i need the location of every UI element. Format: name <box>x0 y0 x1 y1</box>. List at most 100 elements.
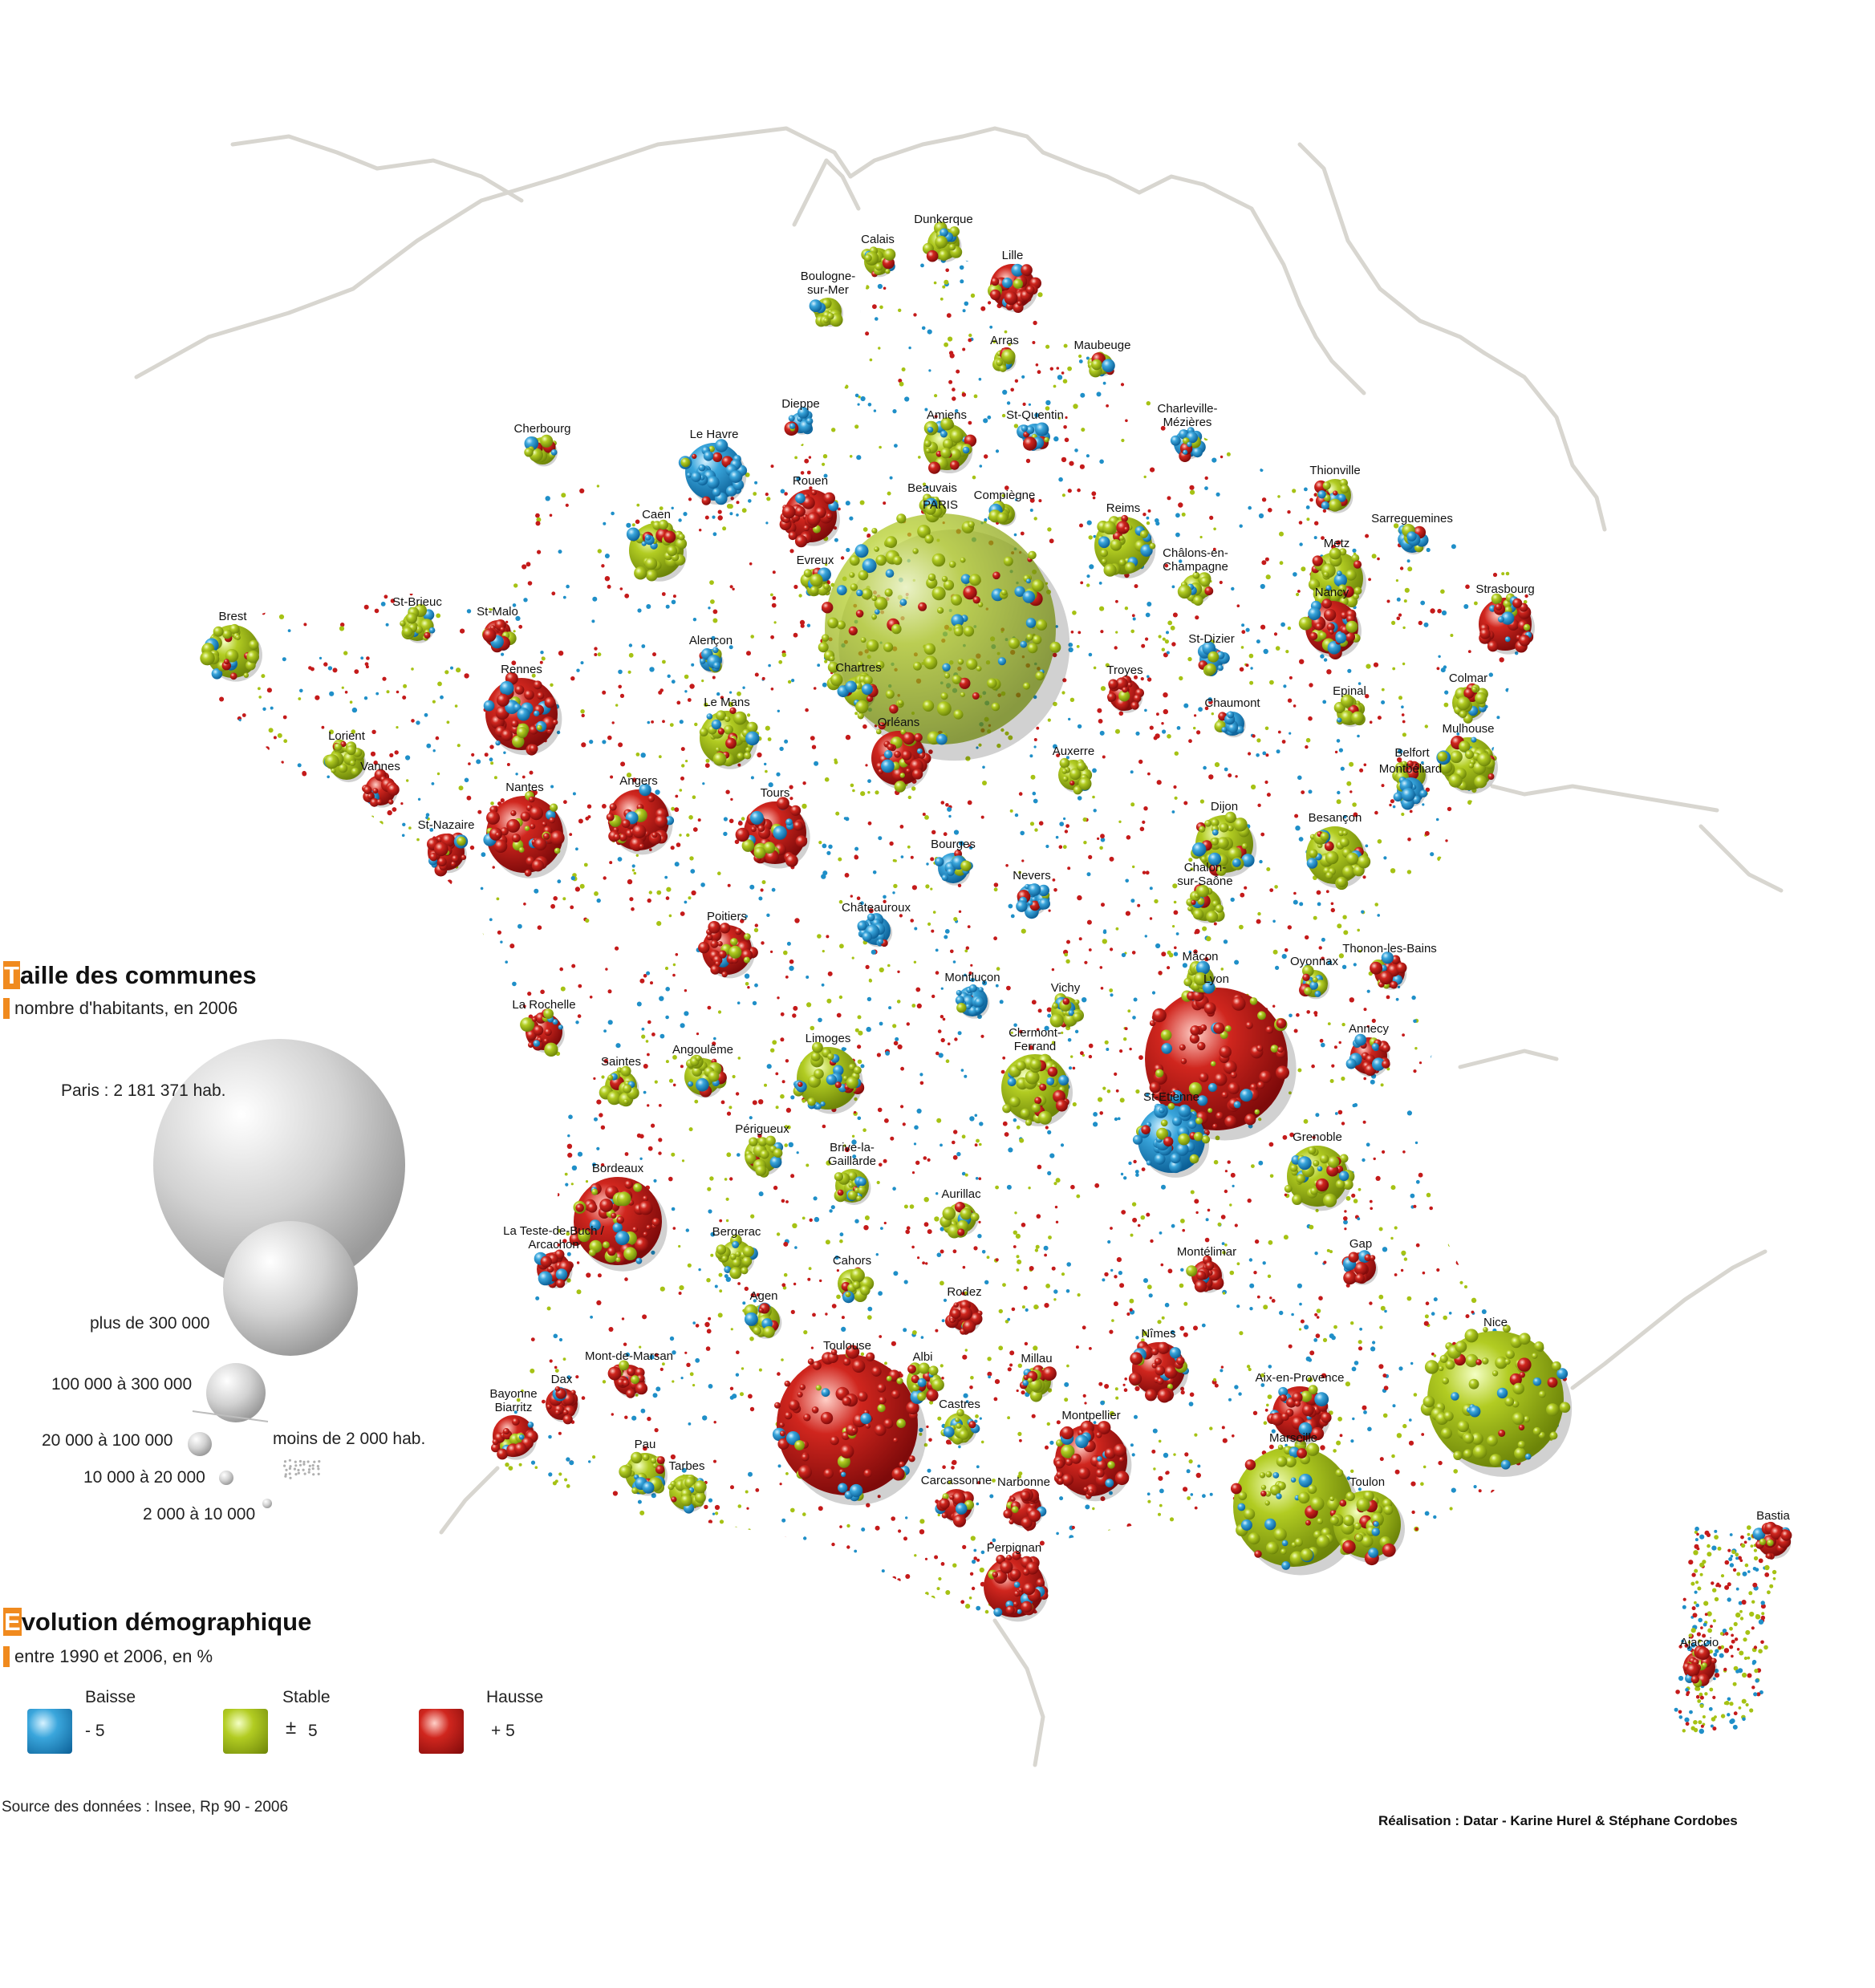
city-bubble <box>838 1267 875 1304</box>
city-label: Mulhouse <box>1442 722 1494 736</box>
city-bubble <box>1094 514 1156 579</box>
city-label: Albi <box>912 1350 932 1364</box>
city-label: Caen <box>642 508 671 521</box>
city-label: Périgueux <box>735 1122 789 1136</box>
city-bubble <box>1177 571 1214 606</box>
city-bubble <box>772 1345 927 1506</box>
city-label: Angers <box>619 774 658 788</box>
city-label: Dieppe <box>781 397 820 411</box>
city-bubble <box>1186 1255 1224 1293</box>
city-label: Dijon <box>1211 800 1238 813</box>
city-bubble <box>483 790 568 878</box>
city-label: Châlons-en-Champagne <box>1163 546 1228 574</box>
city-label: Boulogne-sur-Mer <box>801 270 855 297</box>
legend-evolution-subtitle: entre 1990 et 2006, en % <box>3 1646 213 1667</box>
city-label: Nevers <box>1013 869 1051 882</box>
city-bubble <box>988 263 1041 313</box>
city-label: Toulouse <box>823 1339 871 1353</box>
city-label: Auxerre <box>1053 744 1095 758</box>
city-label: Millau <box>1021 1352 1052 1365</box>
city-label: Mont-de-Marsan <box>585 1349 673 1363</box>
city-label: Nancy <box>1315 586 1349 599</box>
city-bubble <box>626 519 688 582</box>
city-bubble <box>427 832 469 877</box>
city-label: Evreux <box>797 554 834 567</box>
city-label: Bayonne Biarritz <box>489 1387 537 1414</box>
city-bubble <box>940 1202 980 1239</box>
city-bubble <box>935 1489 975 1528</box>
city-bubble <box>1145 985 1297 1141</box>
corsica-dots <box>1674 1524 1777 1734</box>
city-label: Oyonnax <box>1290 955 1339 968</box>
city-bubble <box>715 1234 758 1280</box>
legend-stable-value: 5 <box>308 1722 318 1740</box>
city-label: St-Etienne <box>1143 1090 1199 1104</box>
city-bubble <box>668 1475 707 1514</box>
city-label: Dunkerque <box>914 213 972 226</box>
legend-hausse-label: Hausse <box>486 1688 544 1706</box>
city-bubble <box>1393 777 1428 810</box>
city-bubble <box>1191 811 1257 878</box>
city-label: Châteauroux <box>842 901 911 915</box>
city-label: Besançon <box>1309 811 1362 825</box>
city-label: Carcassonne <box>921 1474 992 1487</box>
legend-evolution-title: Evolution démographique <box>3 1608 311 1637</box>
city-bubble <box>1345 1033 1390 1077</box>
city-label: Amiens <box>927 408 967 422</box>
legend-class-100000: 100 000 à 300 000 <box>51 1375 193 1394</box>
city-bubble <box>1107 676 1144 713</box>
city-label: Poitiers <box>707 910 747 923</box>
city-label: Narbonne <box>997 1475 1050 1489</box>
city-label: Reims <box>1106 501 1141 515</box>
city-label: Beauvais <box>907 481 957 495</box>
city-label: Ajaccio <box>1680 1636 1719 1649</box>
city-bubble <box>945 1300 983 1335</box>
city-label: Thionville <box>1309 464 1360 477</box>
legend-baisse-swatch <box>27 1709 72 1754</box>
city-bubble <box>818 513 1070 761</box>
legend-stable-label: Stable <box>282 1688 331 1706</box>
city-bubble <box>491 1415 538 1460</box>
city-label: Rouen <box>793 474 828 488</box>
city-bubble <box>1001 1053 1073 1126</box>
legend-size-bubbles <box>153 1039 405 1508</box>
city-label: Chartres <box>835 661 882 675</box>
city-bubble <box>1479 593 1535 655</box>
city-bubble <box>599 1065 639 1107</box>
city-bubble <box>1370 951 1407 990</box>
legend-baisse-label: Baisse <box>85 1688 136 1706</box>
city-label: Aurillac <box>941 1187 981 1201</box>
city-label: Tarbes <box>668 1459 704 1473</box>
city-label: Perpignan <box>987 1541 1041 1555</box>
city-label: Colmar <box>1449 671 1487 685</box>
city-bubble <box>524 434 558 467</box>
city-bubble <box>779 489 840 548</box>
city-label: Maubeuge <box>1074 339 1131 352</box>
city-bubble <box>699 707 760 769</box>
city-bubble <box>1049 993 1085 1028</box>
city-label: Rodez <box>947 1285 981 1299</box>
city-label: Aix-en-Provence <box>1256 1371 1345 1385</box>
legend-evolution-title-rest: volution démographique <box>21 1608 312 1636</box>
city-bubble <box>1003 1488 1047 1531</box>
city-bubble <box>1398 524 1429 555</box>
city-bubble <box>1197 641 1230 676</box>
city-bubble <box>992 347 1017 372</box>
city-bubble <box>1420 1325 1573 1477</box>
city-bubble <box>1333 694 1366 728</box>
city-label: Saintes <box>601 1055 641 1069</box>
city-label: St-Malo <box>477 605 518 619</box>
city-bubble <box>569 1177 668 1272</box>
city-bubble <box>1436 736 1498 794</box>
city-bubble <box>1017 422 1050 452</box>
city-bubble <box>1341 1250 1378 1285</box>
city-bubble <box>1016 883 1050 919</box>
city-bubble <box>1267 1385 1332 1445</box>
city-bubble <box>1299 964 1330 1000</box>
city-label: Compiègne <box>974 489 1036 502</box>
city-bubble <box>934 850 973 886</box>
city-label: Lyon <box>1203 972 1229 986</box>
city-label: Lorient <box>328 729 366 743</box>
city-bubble <box>809 298 844 327</box>
legend-class-300000: plus de 300 000 <box>90 1314 210 1333</box>
